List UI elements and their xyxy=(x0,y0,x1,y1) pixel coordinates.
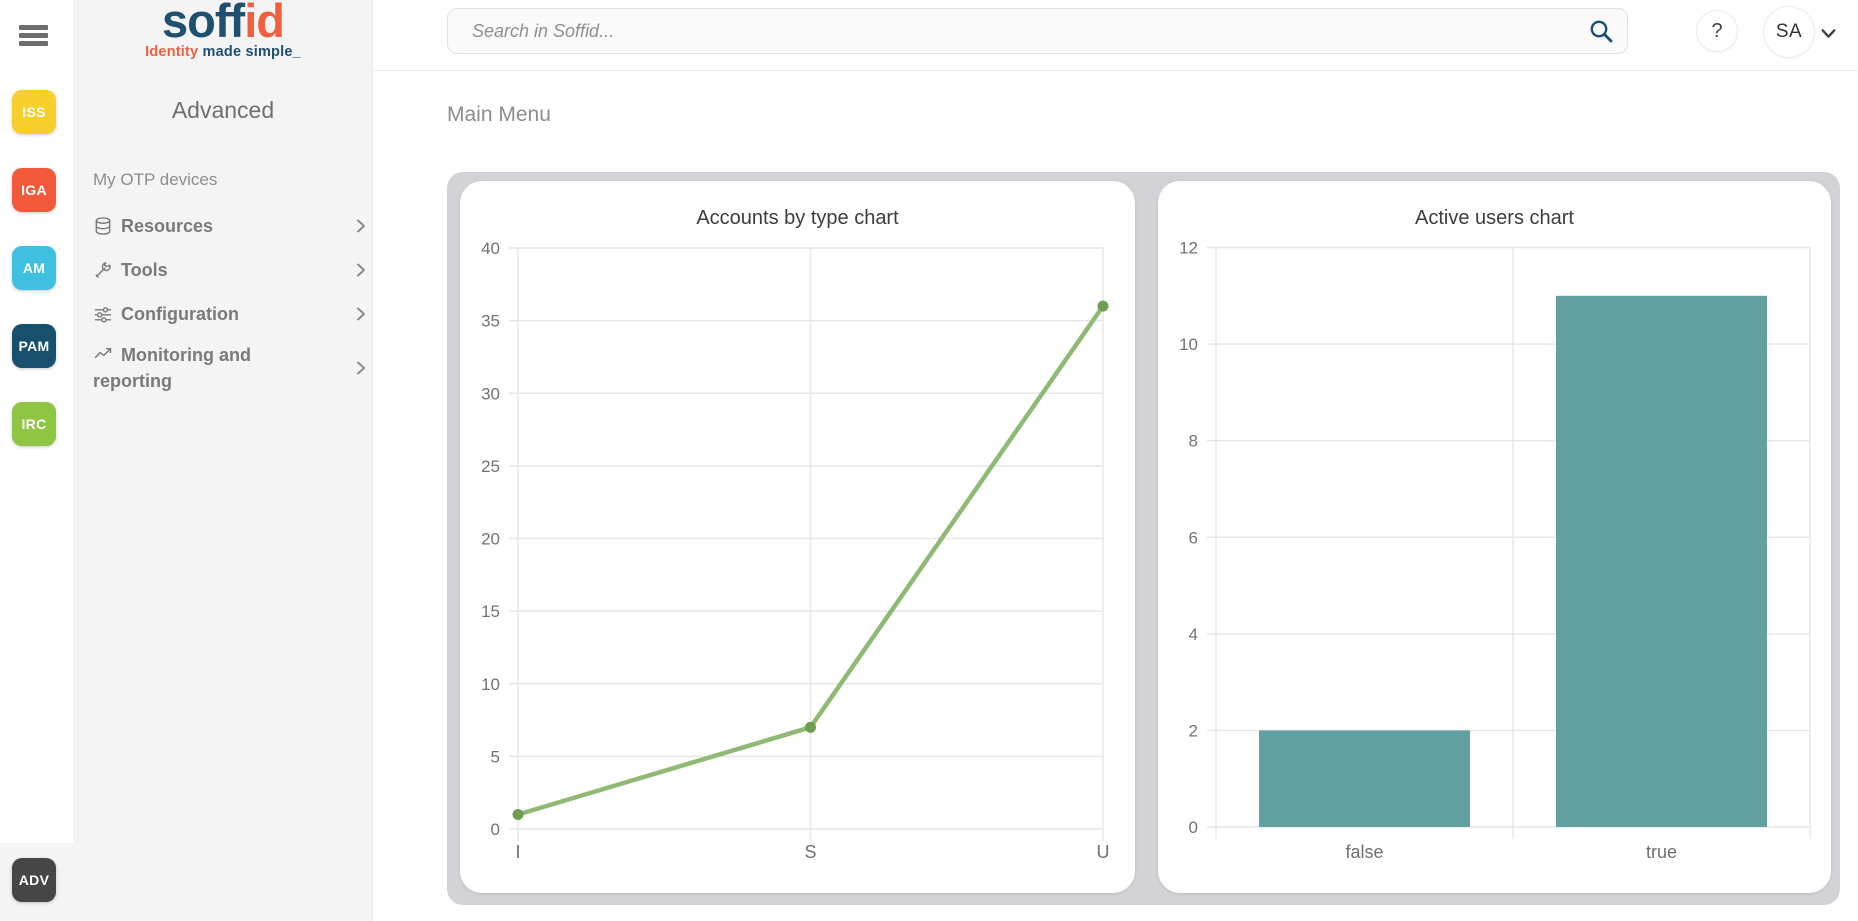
accounts-by-type-chart: 0 5 10 15 20 25 30 35 40 I S U xyxy=(481,239,1110,862)
svg-text:12: 12 xyxy=(1179,239,1198,258)
svg-text:40: 40 xyxy=(481,239,500,258)
soffid-logo-tagline: Identity made simple_ xyxy=(145,44,301,60)
svg-text:S: S xyxy=(804,842,816,862)
rail-badge-pam[interactable]: PAM xyxy=(12,324,56,368)
svg-text:2: 2 xyxy=(1189,721,1198,740)
search-icon xyxy=(1590,20,1613,43)
topbar: ? SA xyxy=(373,0,1858,71)
svg-text:U: U xyxy=(1097,842,1110,862)
svg-text:0: 0 xyxy=(1189,818,1198,837)
search-input[interactable] xyxy=(447,8,1628,54)
svg-text:8: 8 xyxy=(1189,432,1198,451)
svg-text:25: 25 xyxy=(481,457,500,476)
sidebar-item-label: Monitoring and reporting xyxy=(93,345,251,391)
svg-text:35: 35 xyxy=(481,312,500,331)
svg-text:30: 30 xyxy=(481,384,500,403)
user-avatar[interactable]: SA xyxy=(1763,6,1815,58)
sidebar-item-label: Resources xyxy=(121,215,214,236)
sidebar-item-configuration[interactable]: Configuration xyxy=(93,292,383,336)
svg-text:15: 15 xyxy=(481,602,500,621)
soffid-logo-word: soffid xyxy=(162,0,285,47)
chevron-right-icon xyxy=(357,361,365,375)
rail-badge-irc[interactable]: IRC xyxy=(12,402,56,446)
active-users-chart: 0 2 4 6 8 10 12 false true xyxy=(1179,239,1811,862)
database-icon xyxy=(95,217,111,235)
sidebar-content: soffid Identity made simple_ Advanced My… xyxy=(73,0,373,921)
svg-text:true: true xyxy=(1646,842,1677,862)
chevron-right-icon xyxy=(357,263,365,277)
svg-text:10: 10 xyxy=(481,675,500,694)
wrench-icon xyxy=(95,262,111,278)
rail-badge-iga[interactable]: IGA xyxy=(12,168,56,212)
rail-badge-adv[interactable]: ADV xyxy=(12,858,56,902)
svg-text:false: false xyxy=(1345,842,1383,862)
chart-title: Active users chart xyxy=(1415,207,1574,229)
search-button[interactable] xyxy=(1588,18,1614,44)
svg-text:10: 10 xyxy=(1179,335,1198,354)
sidebar-item-tools[interactable]: Tools xyxy=(93,248,383,292)
help-label: ? xyxy=(1711,19,1723,42)
user-initials: SA xyxy=(1775,21,1803,42)
trend-line-icon xyxy=(94,348,112,359)
sliders-icon xyxy=(94,307,112,323)
dashboard-panel: Accounts by type chart 0 5 10 15 20 25 30 35 40 I… xyxy=(447,172,1840,905)
help-button[interactable]: ? xyxy=(1696,10,1738,52)
svg-text:20: 20 xyxy=(481,530,500,549)
soffid-logo[interactable]: soffid Identity made simple_ xyxy=(73,0,373,60)
sidebar-menu: My OTP devices Resources xyxy=(93,168,383,400)
active-users-card: Active users chart 0 2 4 6 8 10 12 false true xyxy=(1158,181,1831,893)
sidebar: soffid Identity made simple_ Advanced My… xyxy=(0,0,373,921)
rail-badge-am[interactable]: AM xyxy=(12,246,56,290)
accounts-by-type-card: Accounts by type chart 0 5 10 15 20 25 30 35 40 I… xyxy=(460,181,1135,893)
sidebar-item-resources[interactable]: Resources xyxy=(93,204,383,248)
sidebar-item-my-otp-devices[interactable]: My OTP devices xyxy=(93,170,218,189)
chevron-right-icon xyxy=(357,219,365,233)
page-title: Main Menu xyxy=(447,103,551,126)
svg-text:6: 6 xyxy=(1189,528,1198,547)
chevron-down-icon[interactable] xyxy=(1820,25,1837,42)
chart-title: Accounts by type chart xyxy=(696,207,899,229)
svg-text:4: 4 xyxy=(1189,625,1198,644)
svg-text:0: 0 xyxy=(491,820,500,839)
sidebar-item-label: Configuration xyxy=(121,303,239,324)
svg-text:I: I xyxy=(515,842,520,862)
svg-text:5: 5 xyxy=(491,747,500,766)
sidebar-item-label: Tools xyxy=(121,259,168,280)
chevron-right-icon xyxy=(357,307,365,321)
rail-badge-iss[interactable]: ISS xyxy=(12,90,56,134)
edition-title: Advanced xyxy=(171,97,275,123)
global-search xyxy=(447,8,1628,54)
module-rail: ISS IGA AM PAM IRC xyxy=(0,0,73,843)
menu-toggle-button[interactable] xyxy=(19,25,48,48)
sidebar-item-monitoring-and-reporting[interactable]: Monitoring and reporting xyxy=(93,336,383,400)
